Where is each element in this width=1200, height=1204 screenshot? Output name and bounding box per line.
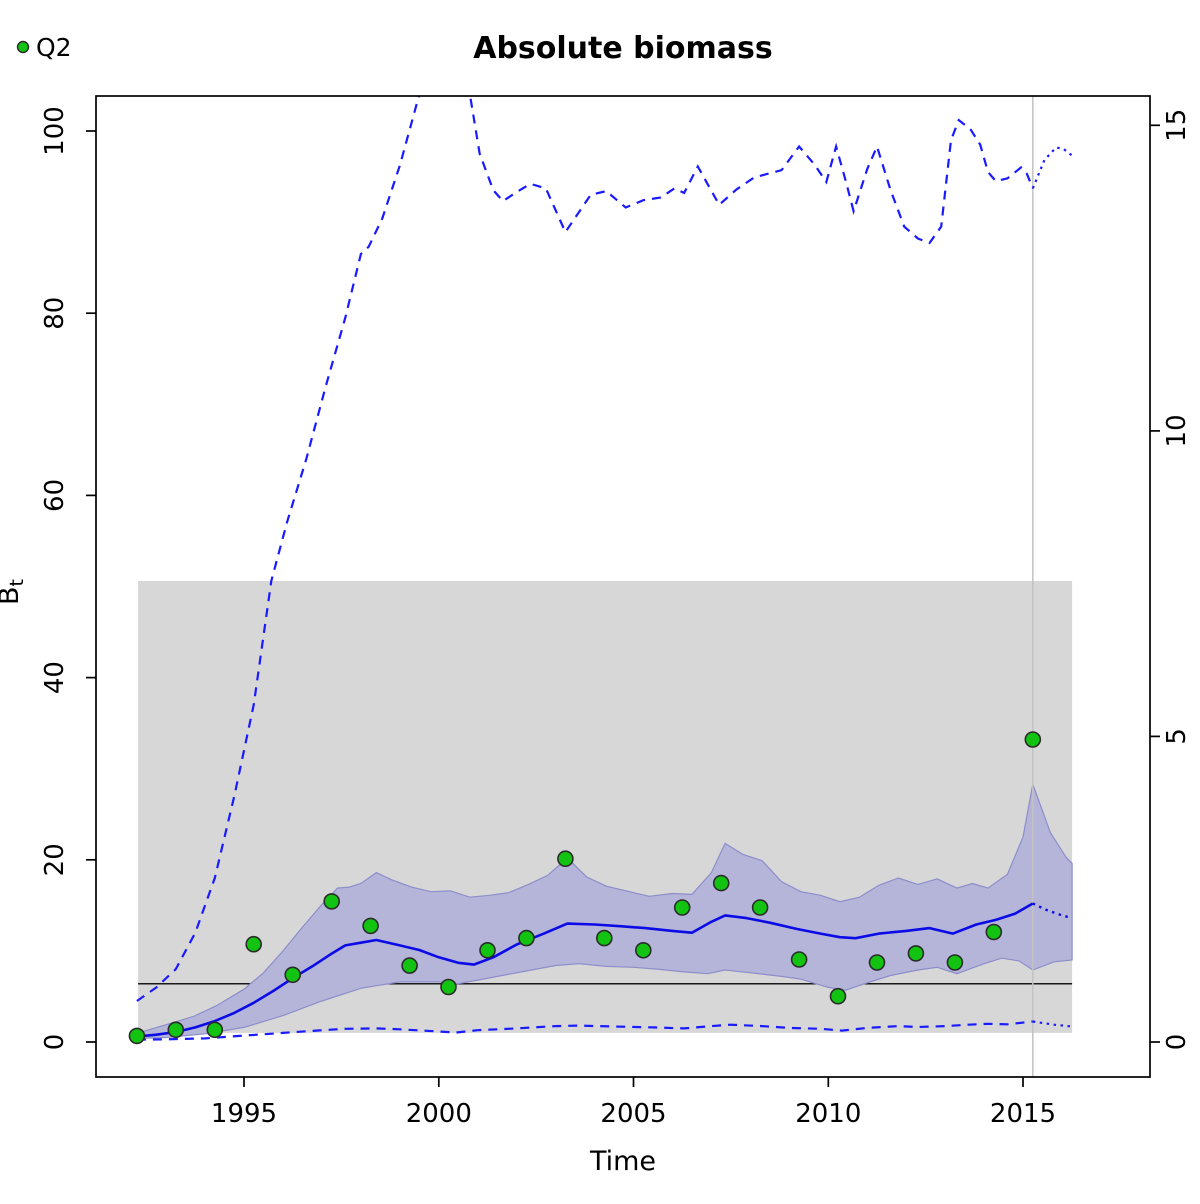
- observation-point: [595, 929, 613, 947]
- observation-point: [206, 1021, 224, 1039]
- y-left-tick-label: 80: [40, 297, 70, 330]
- observation-point: [751, 899, 769, 916]
- x-tick-label: 2000: [406, 1099, 472, 1129]
- observation-point: [790, 951, 808, 968]
- y-right-tick-label: 0: [1162, 1034, 1192, 1051]
- legend-q2-marker-icon: [16, 40, 30, 54]
- lower-dashed-line-forecast: [1032, 1020, 1073, 1028]
- biomass-forecast-line: [1032, 902, 1073, 920]
- x-tick-label: 2005: [600, 1099, 666, 1129]
- y-axis-title-sub: t: [6, 579, 28, 586]
- observation-point: [1024, 731, 1042, 748]
- y-left-tick-label: 100: [40, 106, 70, 156]
- observation-point: [128, 1027, 146, 1045]
- observation-point: [829, 987, 847, 1005]
- x-tick-label: 2010: [795, 1099, 861, 1129]
- observation-point: [907, 945, 925, 962]
- plot-frame: [95, 95, 1151, 1078]
- y-right-tick-label: 10: [1162, 414, 1192, 447]
- chart-title: Absolute biomass: [473, 31, 773, 66]
- observation-point: [362, 917, 379, 935]
- x-axis-title: Time: [589, 1146, 656, 1177]
- y-axis-title-main: B: [0, 586, 25, 605]
- plot-area: [128, 96, 1073, 1077]
- y-left-tick-label: 20: [40, 843, 70, 876]
- biomass-estimate-line: [136, 902, 1034, 1038]
- x-tick-label: 1995: [211, 1099, 277, 1129]
- observation-point: [323, 893, 341, 910]
- lower-dashed-line: [136, 1020, 1033, 1041]
- observation-point: [167, 1021, 185, 1039]
- ci-band: [137, 781, 1073, 1040]
- observation-point: [401, 957, 418, 974]
- y-right-tick-label: 5: [1162, 728, 1192, 745]
- observation-point: [868, 954, 886, 971]
- observation-point: [634, 941, 652, 959]
- observation-point: [985, 923, 1003, 941]
- observation-point: [673, 899, 691, 916]
- x-tick-label: 2015: [990, 1099, 1056, 1129]
- observation-point: [479, 941, 496, 959]
- observation-point: [712, 874, 730, 892]
- y-right-tick-label: 15: [1162, 109, 1192, 142]
- observation-point: [518, 929, 535, 947]
- y-left-tick-label: 60: [40, 479, 70, 512]
- axes: 1995 2000 2005 2010 2015 0 20 40 60 80 100 0 5 10 15: [40, 106, 1192, 1129]
- observation-point: [284, 966, 302, 984]
- y-left-tick-label: 0: [40, 1034, 70, 1051]
- observation-point: [245, 935, 262, 953]
- observation-point: [440, 978, 457, 996]
- observation-point: [946, 954, 964, 971]
- legend: Q2: [16, 33, 72, 62]
- upper-dashed-line: [136, 96, 1034, 1002]
- legend-q2-label: Q2: [36, 33, 72, 62]
- y-left-tick-label: 40: [40, 661, 70, 694]
- observation-point: [557, 850, 574, 868]
- y-axis-title: Bt: [0, 579, 28, 605]
